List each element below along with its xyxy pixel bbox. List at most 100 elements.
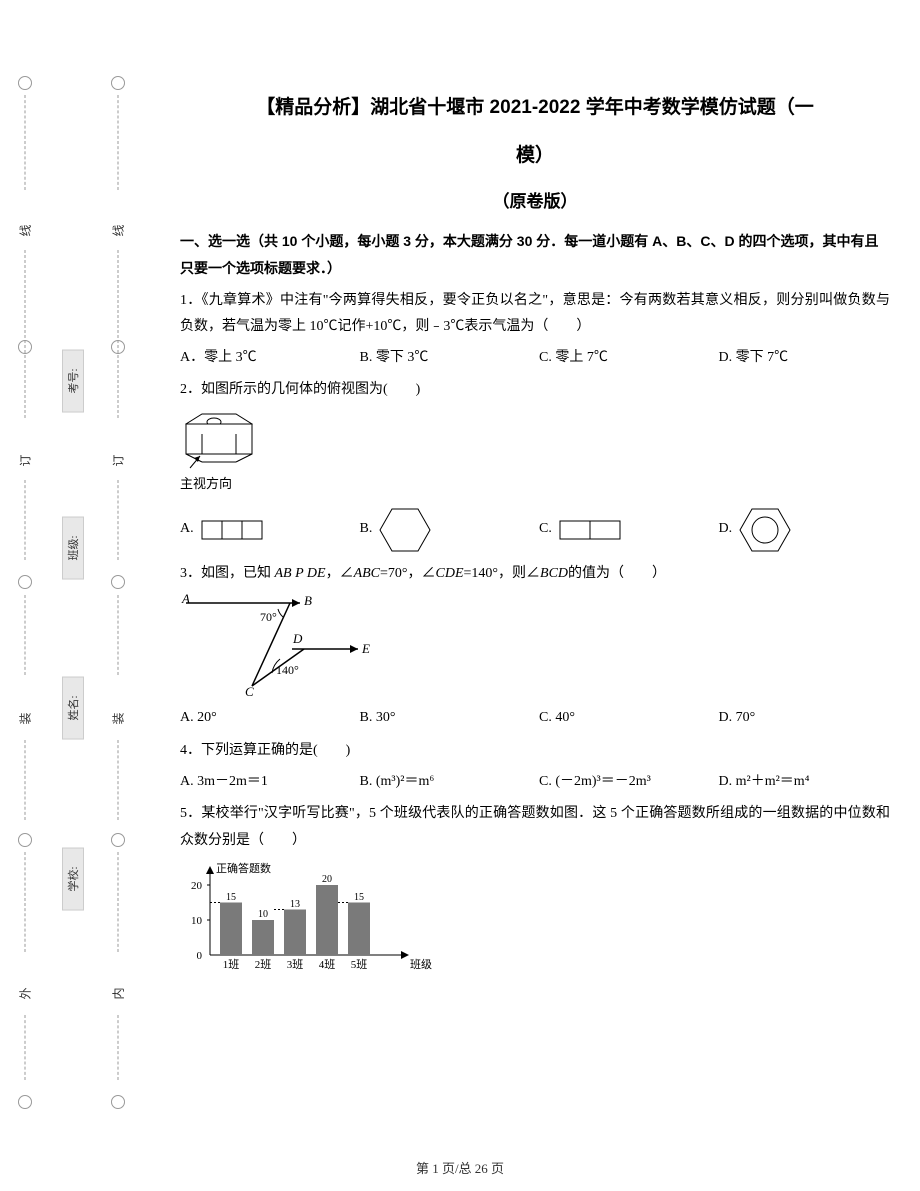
- cat-5: 5班: [351, 958, 368, 971]
- punch-hole: [18, 575, 32, 589]
- question-3-options: A. 20° B. 30° C. 40° D. 70°: [180, 705, 890, 732]
- question-2-options: A. B. C. D.: [180, 505, 890, 555]
- binding-margin-outer: 线 订 装 外: [0, 0, 50, 1191]
- q3-bcd: BCD: [540, 566, 568, 581]
- question-1-text: 1．《九章算术》中注有"今两算得失相反，要令正负以名之"，意思是：今有两数若其意…: [180, 288, 890, 341]
- margin-label-ding: 订: [17, 451, 34, 469]
- dash-line: [25, 595, 26, 675]
- content-area: 【精品分析】湖北省十堰市 2021-2022 学年中考数学模仿试题（一 模） （…: [140, 0, 920, 1191]
- q2-d-label: D.: [719, 516, 733, 543]
- q2-b-label: B.: [360, 516, 373, 543]
- pt-e: E: [361, 641, 370, 656]
- angle-diagram-icon: A B C D E 70° 140°: [180, 591, 380, 701]
- q3-option-b: B. 30°: [360, 705, 532, 732]
- q2-option-d: D.: [719, 505, 891, 555]
- hexagon-icon: [378, 505, 432, 555]
- rect-three-icon: [200, 515, 264, 545]
- margin-label-zhuang: 装: [17, 709, 34, 727]
- view-direction-label: 主视方向: [180, 472, 890, 497]
- bar4-val: 20: [322, 874, 332, 885]
- punch-hole: [18, 76, 32, 90]
- margin-label-wai: 外: [17, 984, 34, 1002]
- question-4-options: A. 3m－2m＝1 B. (m³)²＝m⁶ C. (－2m)³＝－2m³ D.…: [180, 769, 890, 796]
- q3-prefix: 3．如图，已知: [180, 566, 275, 581]
- q3-parallel: AB P DE: [275, 566, 326, 581]
- question-3-text: 3．如图，已知 AB P DE，∠ABC=70°，∠CDE=140°，则∠BCD…: [180, 561, 890, 588]
- question-1-options: A．零上 3℃ B. 零下 3℃ C. 零上 7℃ D. 零下 7℃: [180, 345, 890, 372]
- section-1-heading: 一、选一选（共 10 个小题，每小题 3 分，本大题满分 30 分．每一道小题有…: [180, 228, 890, 281]
- margin-label-nei: 内: [109, 984, 126, 1002]
- bar-1: [220, 903, 242, 956]
- punch-hole: [18, 833, 32, 847]
- punch-hole: [111, 575, 125, 589]
- dash-line: [117, 480, 118, 560]
- dash-line: [25, 1015, 26, 1080]
- q1-option-c: C. 零上 7℃: [539, 345, 711, 372]
- bar-2: [252, 920, 274, 955]
- q4-option-d: D. m²＋m²＝m⁴: [719, 769, 891, 796]
- y-axis-label: 正确答题数: [216, 861, 271, 875]
- q3-eq1: =70°，∠: [380, 566, 436, 581]
- dash-line: [117, 1015, 118, 1080]
- q4-option-b: B. (m³)²＝m⁶: [360, 769, 532, 796]
- question-2-text: 2．如图所示的几何体的俯视图为( ): [180, 377, 890, 404]
- q1-option-a: A．零上 3℃: [180, 345, 352, 372]
- bar-4: [316, 885, 338, 955]
- q3-cde: CDE: [436, 566, 464, 581]
- hexagon-circle-icon: [738, 505, 792, 555]
- punch-hole: [111, 340, 125, 354]
- margin-label-xian: 线: [109, 221, 126, 239]
- pt-d: D: [292, 631, 303, 646]
- dash-line: [117, 95, 118, 190]
- q2-option-a: A.: [180, 515, 352, 545]
- exam-subtitle: （原卷版）: [180, 186, 890, 218]
- angle-70: 70°: [260, 610, 277, 624]
- q3-figure: A B C D E 70° 140°: [180, 591, 890, 701]
- bar1-val: 15: [226, 892, 236, 903]
- dash-line: [25, 480, 26, 560]
- q2-option-c: C.: [539, 515, 711, 545]
- cat-3: 3班: [287, 958, 304, 971]
- q3-eq2: =140°，则∠: [464, 566, 541, 581]
- ytick-20: 20: [191, 880, 203, 892]
- binding-margin-fields: 考号: 班级: 姓名: 学校:: [50, 0, 95, 1191]
- q2-solid-figure: 主视方向: [180, 410, 890, 497]
- q1-option-d: D. 零下 7℃: [719, 345, 891, 372]
- field-banji: 班级:: [62, 516, 84, 579]
- dash-line: [25, 740, 26, 820]
- exam-title-line2: 模）: [180, 138, 890, 174]
- bar-5: [348, 903, 370, 956]
- bar2-val: 10: [258, 909, 268, 920]
- ytick-0: 0: [197, 950, 203, 962]
- q3-option-c: C. 40°: [539, 705, 711, 732]
- question-4-text: 4．下列运算正确的是( ): [180, 738, 890, 765]
- x-axis-label: 班级: [410, 958, 432, 971]
- hex-prism-icon: [180, 410, 270, 472]
- cat-4: 4班: [319, 958, 336, 971]
- q3-abc: ABC: [354, 566, 380, 581]
- dash-line: [25, 852, 26, 952]
- field-xingming: 姓名:: [62, 676, 84, 739]
- bar5-val: 15: [354, 892, 364, 903]
- exam-title-line1: 【精品分析】湖北省十堰市 2021-2022 学年中考数学模仿试题（一: [180, 90, 890, 126]
- dash-line: [25, 250, 26, 418]
- field-xuexiao: 学校:: [62, 847, 84, 910]
- bar-chart-icon: 0 10 20 正确答题数 班级 15 1班 10 2班 13 3班: [180, 860, 440, 975]
- question-5-text: 5．某校举行"汉字听写比赛"，5 个班级代表队的正确答题数如图．这 5 个正确答…: [180, 801, 890, 854]
- pt-b: B: [304, 593, 312, 608]
- page-number: 第 1 页/总 26 页: [0, 1158, 920, 1177]
- punch-hole: [18, 340, 32, 354]
- dash-line: [117, 595, 118, 675]
- field-kaohao: 考号:: [62, 349, 84, 412]
- q4-option-c: C. (－2m)³＝－2m³: [539, 769, 711, 796]
- punch-hole: [111, 76, 125, 90]
- bar-3: [284, 910, 306, 956]
- dash-line: [117, 740, 118, 820]
- punch-hole: [111, 833, 125, 847]
- margin-label-zhuang: 装: [109, 709, 126, 727]
- q3-option-d: D. 70°: [719, 705, 891, 732]
- angle-140: 140°: [276, 663, 299, 677]
- q5-chart: 0 10 20 正确答题数 班级 15 1班 10 2班 13 3班: [180, 860, 890, 975]
- cat-1: 1班: [223, 958, 240, 971]
- q1-option-b: B. 零下 3℃: [360, 345, 532, 372]
